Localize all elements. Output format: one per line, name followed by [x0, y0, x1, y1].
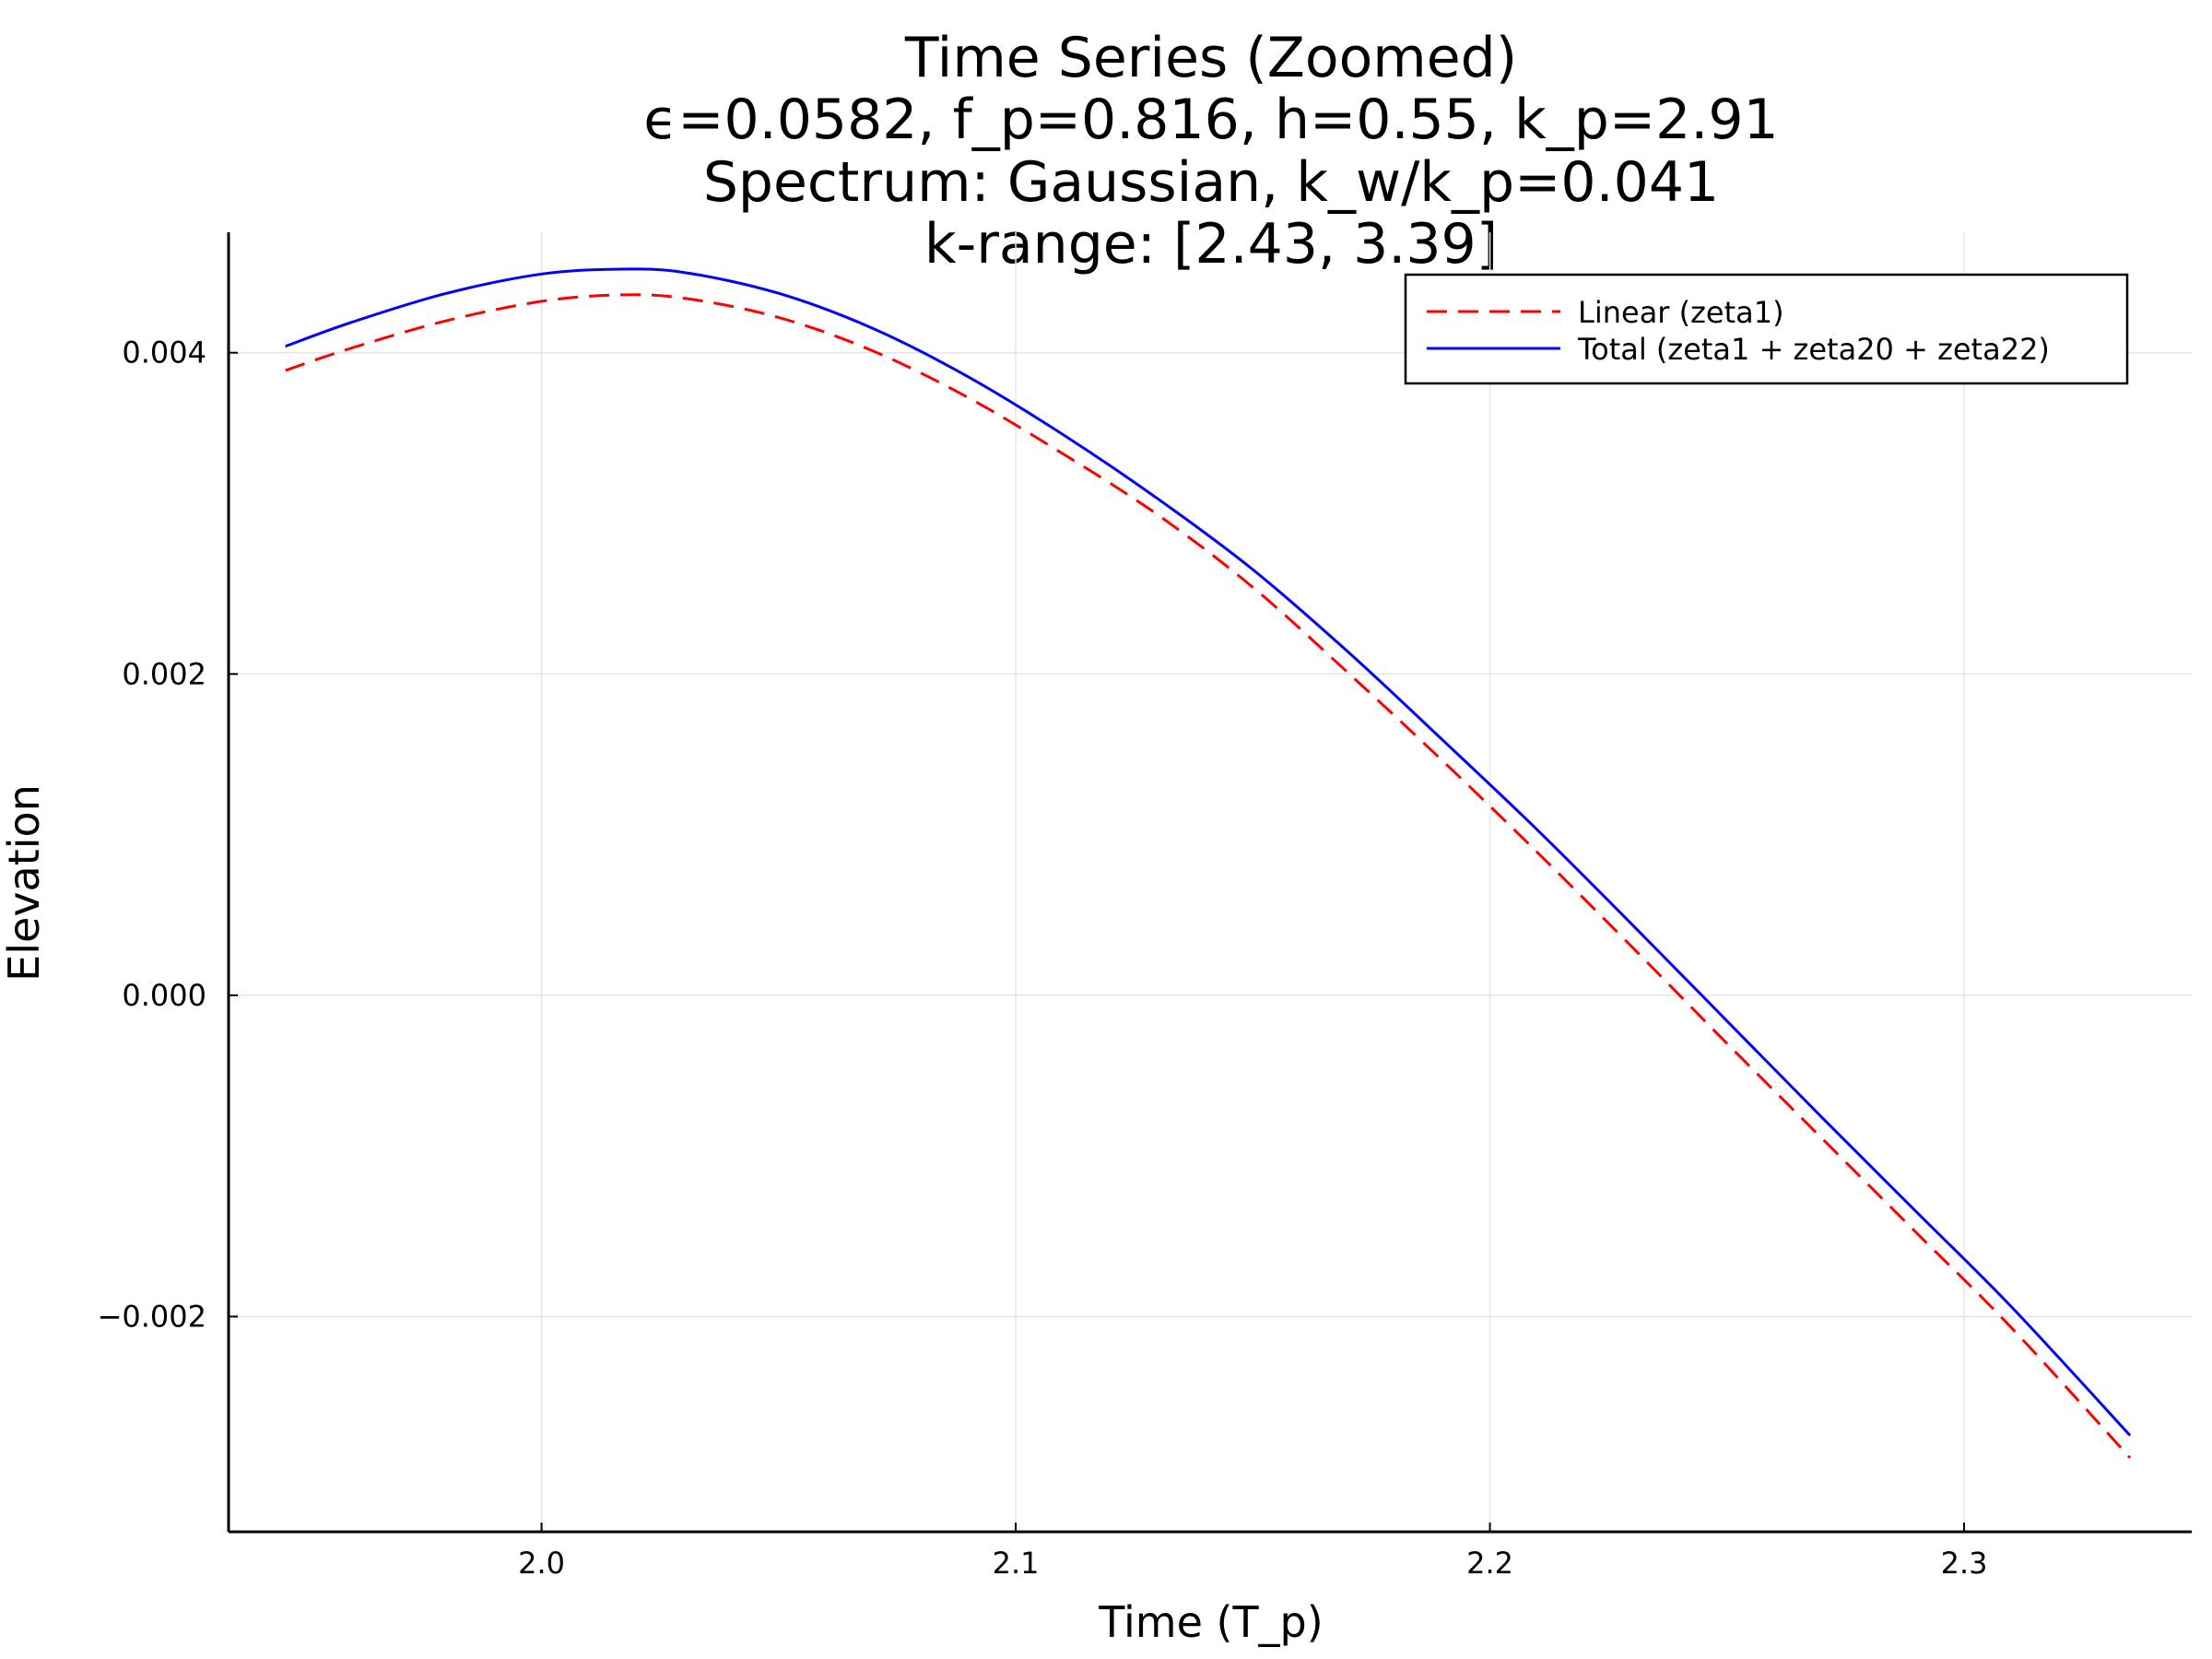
- x-tick-label: 2.1: [993, 1546, 1040, 1581]
- title-line-3: Spectrum: Gaussian, k_w/k_p=0.041: [703, 150, 1719, 215]
- series-line-linear: [285, 293, 2132, 1459]
- y-tick-label: 0.002: [122, 656, 206, 691]
- title-line-4: k-range: [2.43, 3.39]: [924, 212, 1498, 276]
- legend-box: [1404, 273, 2129, 385]
- title-line-1: Time Series (Zoomed): [904, 26, 1517, 90]
- axes: [227, 232, 2192, 1534]
- x-tick-label: 2.2: [1466, 1546, 1513, 1581]
- y-tick-label: 0.000: [122, 978, 206, 1013]
- title-line-2: ϵ=0.0582, f_p=0.816, h=0.55, k_p=2.91: [643, 88, 1778, 152]
- legend-label-total: Total (zeta1 + zeta20 + zeta22): [1577, 332, 2050, 367]
- x-axis-label: Time (T_p): [1098, 1597, 1323, 1647]
- axis-ticks: 2.0 2.1 2.2 2.3 −0.002 0.000 0.002 0.004: [98, 335, 1988, 1581]
- series-line-total: [285, 267, 2132, 1437]
- x-tick-label: 2.0: [518, 1546, 565, 1581]
- plot-series: [285, 267, 2132, 1459]
- chart-title: Time Series (Zoomed) ϵ=0.0582, f_p=0.816…: [643, 26, 1778, 276]
- x-tick-label: 2.3: [1941, 1546, 1988, 1581]
- y-tick-label: 0.004: [122, 335, 206, 371]
- y-axis-label: Elevation: [0, 784, 49, 982]
- legend-label-linear: Linear (zeta1): [1578, 295, 1784, 330]
- legend: Linear (zeta1) Total (zeta1 + zeta20 + z…: [1404, 273, 2129, 385]
- y-tick-label: −0.002: [98, 1299, 206, 1334]
